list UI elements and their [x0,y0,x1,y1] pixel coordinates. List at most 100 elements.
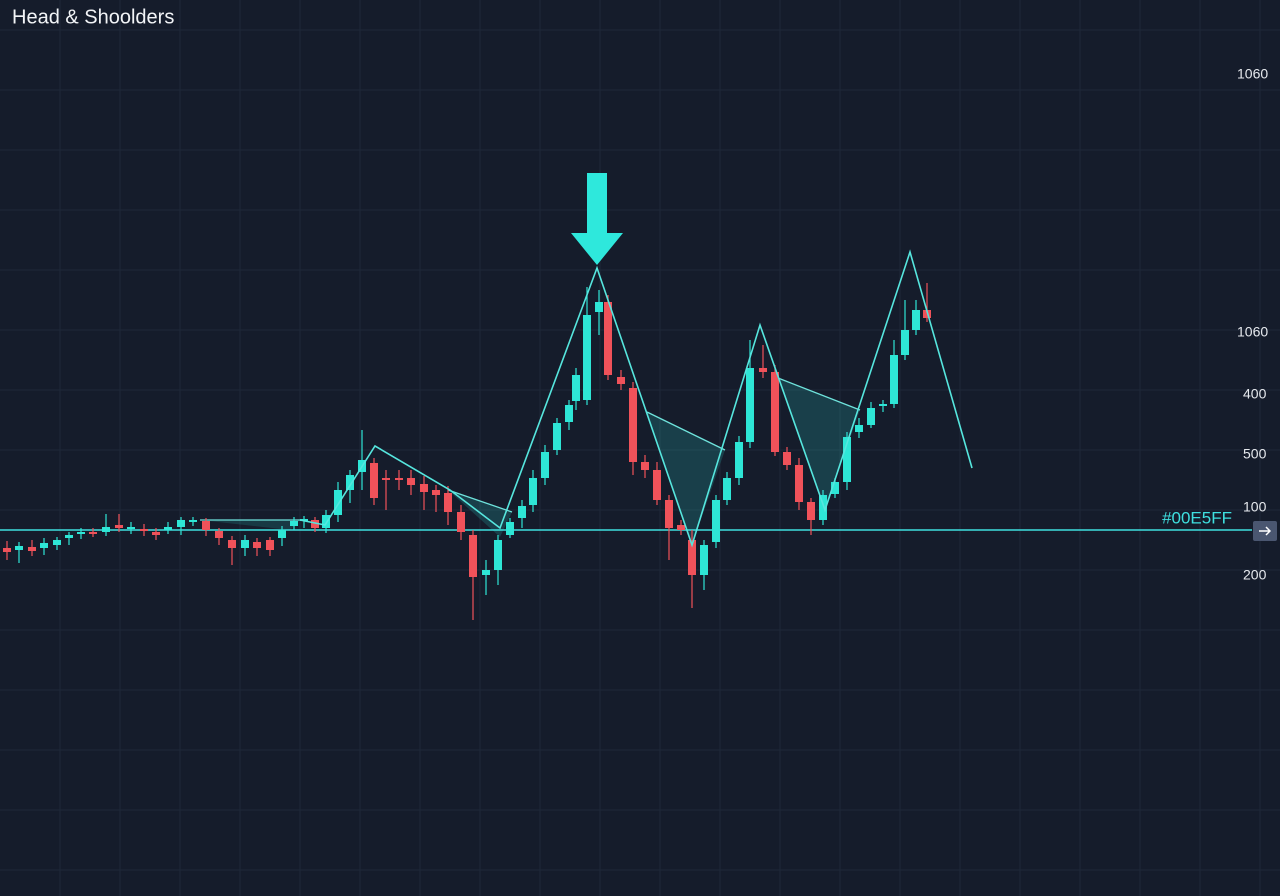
candle-body [189,520,197,522]
candle-body [177,520,185,527]
candle [420,476,428,510]
candle-body [565,405,573,422]
candle [102,514,110,536]
candle-body [783,452,791,465]
candle [665,495,673,560]
pattern-outline [299,249,973,548]
price-label: 1060 [1237,66,1268,82]
candle [807,498,815,535]
candle-body [807,502,815,520]
candle-body [912,310,920,330]
candle [641,455,649,478]
candle-body [215,531,223,538]
candle-body [322,515,330,528]
candle-body [795,465,803,502]
candle-body [164,527,172,530]
candle [28,540,36,556]
candle-body [688,540,696,575]
shade-edge [646,411,726,451]
chart-title: Head & Shoolders [12,6,174,28]
candle-body [253,542,261,548]
candle [89,528,97,537]
candle-body [241,540,249,548]
arrow-head [571,233,623,265]
candle [444,486,452,525]
candle [215,528,223,545]
candle-body [140,529,148,531]
candle [311,517,319,532]
candle-body [572,375,580,401]
candle-body [228,540,236,548]
candle [572,368,580,410]
candles [3,283,931,620]
candle [819,490,827,525]
arrow-icon[interactable] [1259,526,1272,536]
candle-body [370,463,378,498]
candle-body [677,525,685,530]
shade-edge [447,489,513,513]
candle-body [115,525,123,528]
candle [241,535,249,556]
shade-edge [777,377,861,411]
candle-body [346,475,354,490]
candle-body [334,490,342,515]
candle [723,472,731,505]
candle [177,517,185,535]
candle-body [583,315,591,400]
candle-body [746,368,754,442]
candle [127,522,135,534]
candle-body [759,368,767,372]
candle [140,524,148,536]
candle-body [641,462,649,470]
candle [653,462,661,505]
candle-body [290,521,298,526]
candle [202,518,210,536]
candle [735,436,743,485]
candle [77,528,85,539]
go-button[interactable] [1253,521,1277,541]
candle-body [819,495,827,520]
candle-body [444,493,452,512]
candle-body [867,408,875,425]
candle [890,340,898,408]
candle [529,470,537,512]
candle [565,400,573,430]
candle-body [28,547,36,551]
candle [457,505,465,540]
candle-body [735,442,743,478]
candle [152,528,160,540]
candle [595,290,603,335]
arrow-shaft [587,173,607,235]
shade [647,412,725,545]
candle-body [469,535,477,577]
candle [469,530,477,620]
price-label: 400 [1243,386,1267,402]
candle-body [553,423,561,450]
candle [115,514,123,532]
candle-body [3,548,11,552]
candle [855,418,863,438]
candle [867,402,875,428]
candle-body [700,545,708,575]
candle [494,535,502,585]
candle-body [518,506,526,518]
candle [795,458,803,510]
price-label: 200 [1243,567,1267,583]
candle [432,485,440,512]
candle-body [855,425,863,432]
candle-body [494,540,502,570]
candle [164,522,172,534]
candle-body [278,530,286,538]
candle [382,470,390,510]
shade [200,520,300,530]
candle [290,517,298,530]
candle-body [152,532,160,535]
candle-body [77,532,85,534]
candle [53,537,61,550]
candle-body [843,437,851,482]
candle-body [127,527,135,529]
candle-body [890,355,898,404]
candle [3,541,11,560]
candle-body [202,521,210,530]
